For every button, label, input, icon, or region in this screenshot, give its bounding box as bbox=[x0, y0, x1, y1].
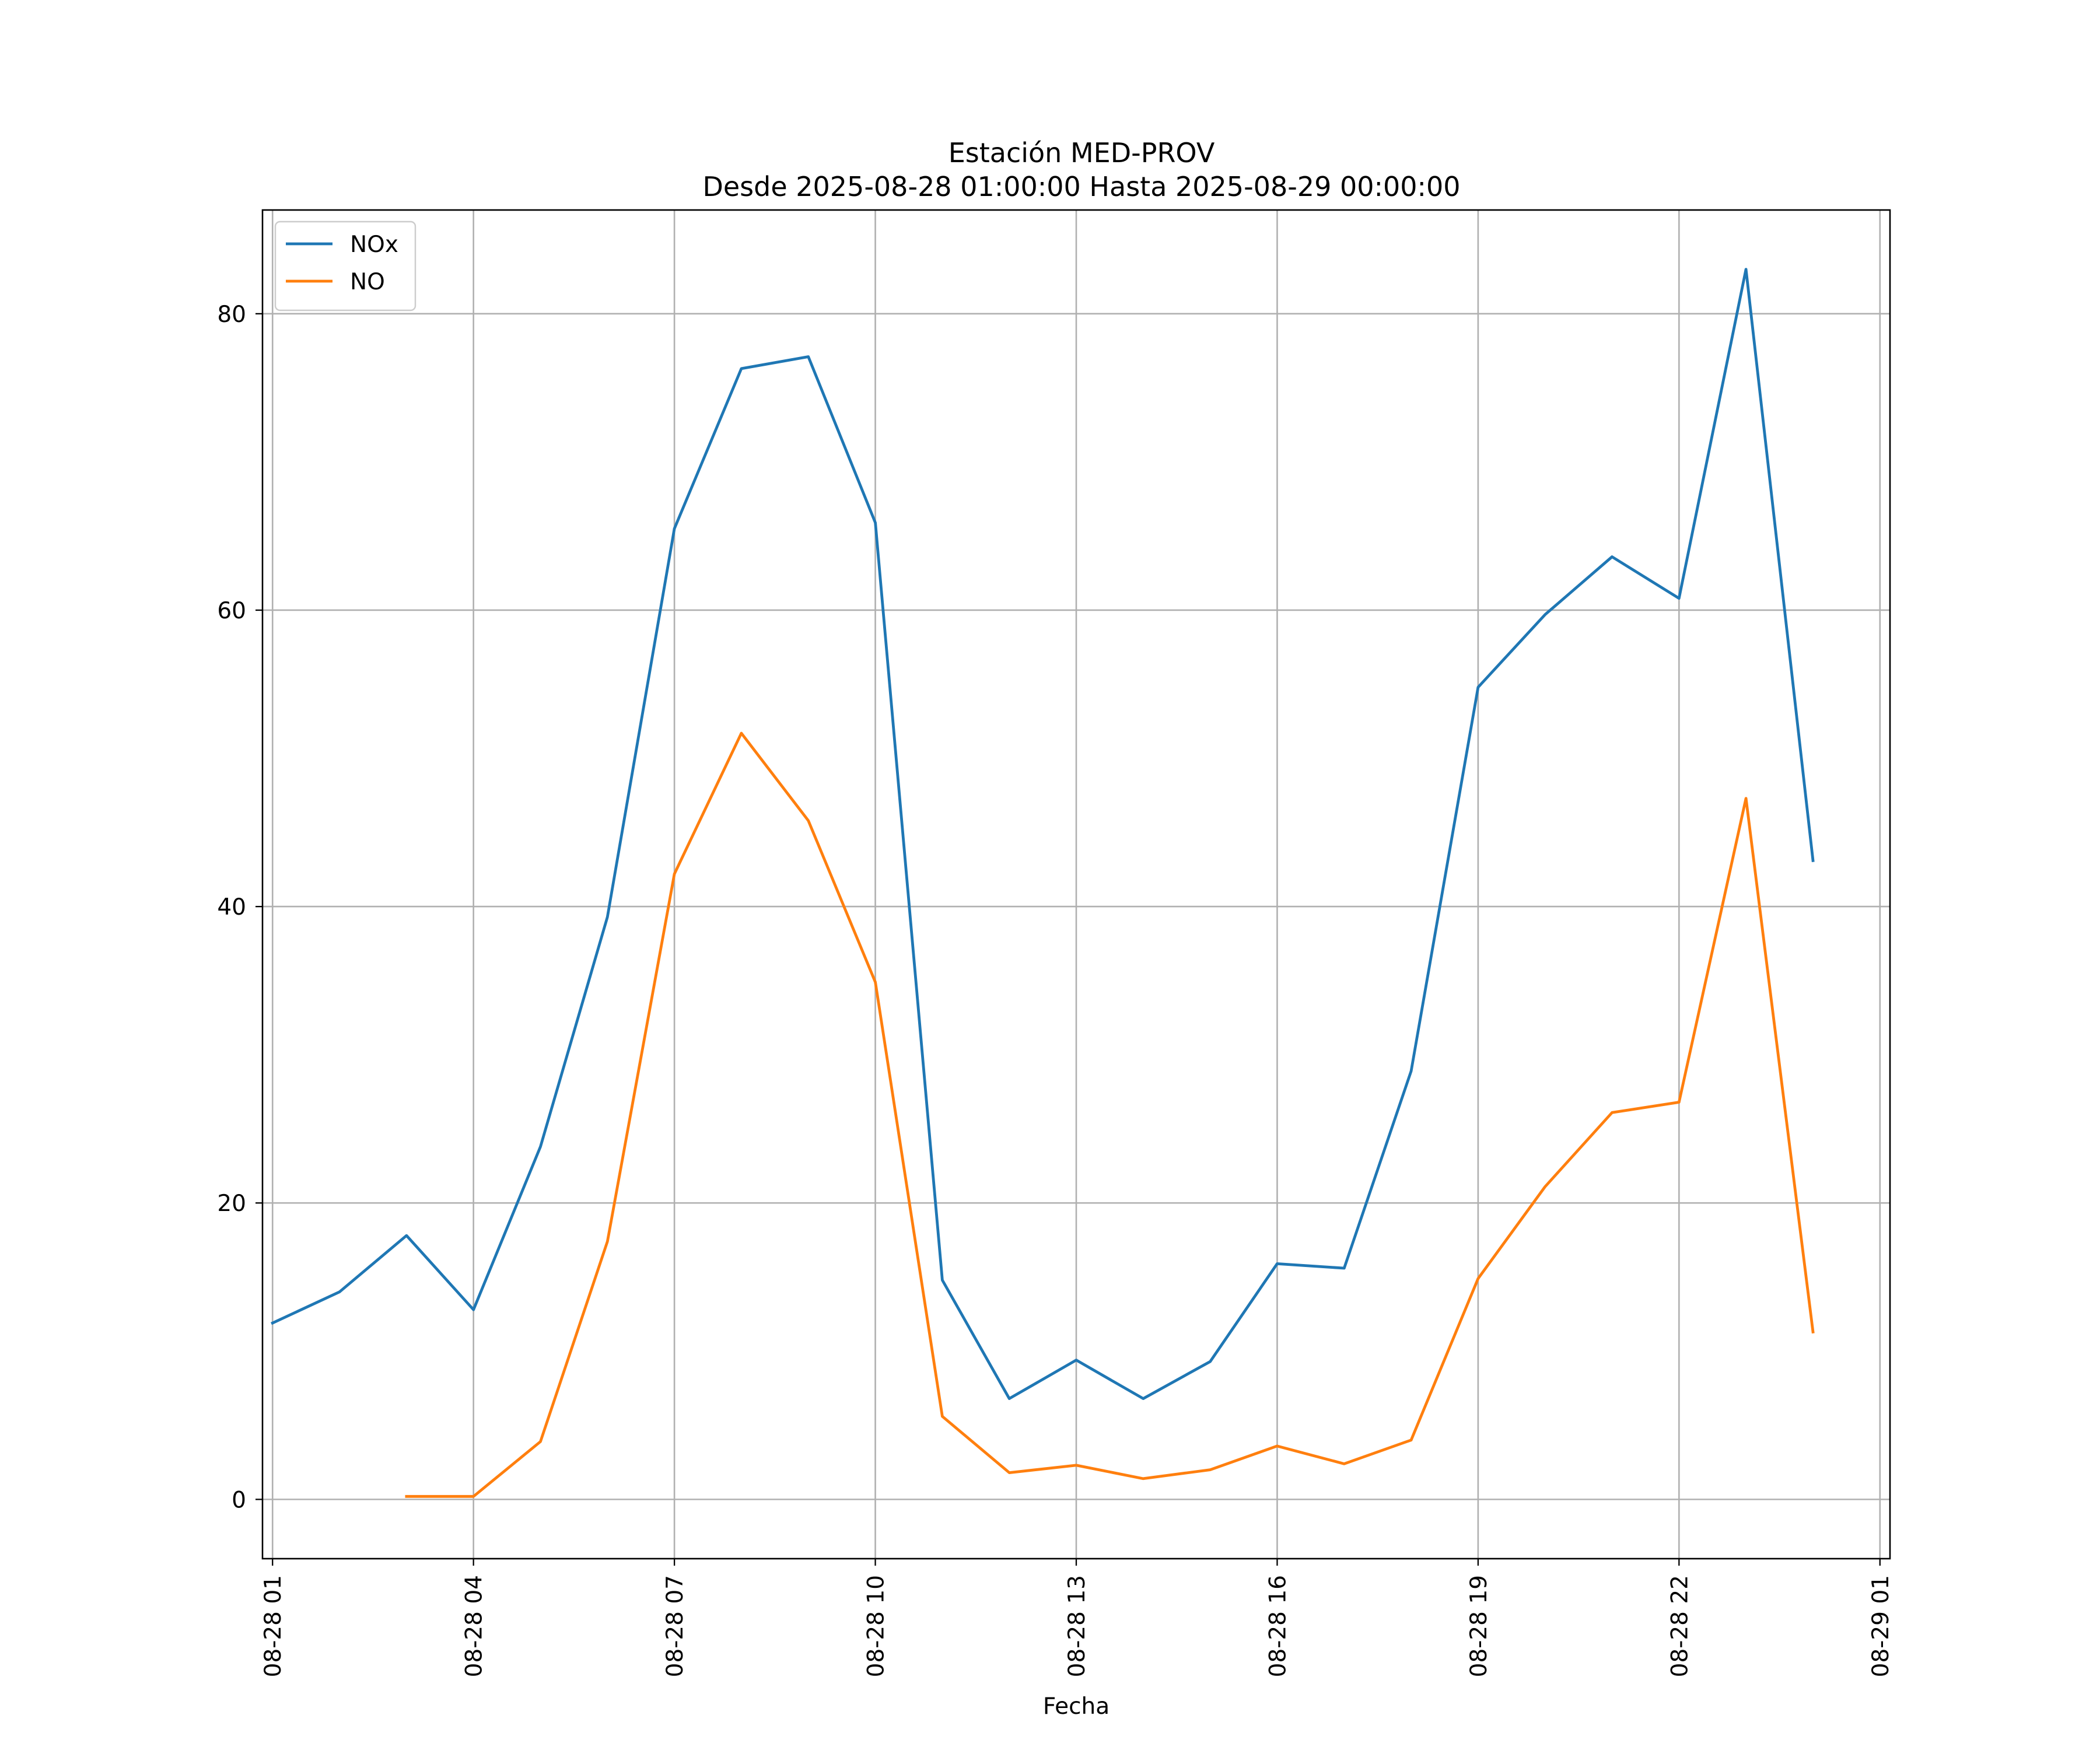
series-line-nox bbox=[271, 268, 1815, 1400]
legend-label-no: NO bbox=[350, 269, 385, 295]
y-tick-label: 80 bbox=[217, 302, 246, 328]
x-tick-label: 08-28 13 bbox=[1064, 1575, 1090, 1677]
y-tick-label: 20 bbox=[217, 1191, 246, 1217]
x-tick-label: 08-28 22 bbox=[1667, 1575, 1693, 1677]
chart-subtitle: Desde 2025-08-28 01:00:00 Hasta 2025-08-… bbox=[702, 171, 1460, 202]
x-tick-label: 08-28 19 bbox=[1466, 1575, 1492, 1677]
x-tick-label: 08-28 04 bbox=[461, 1575, 488, 1677]
x-axis-label: Fecha bbox=[1043, 1693, 1110, 1720]
grid bbox=[262, 210, 1890, 1559]
series-line-no bbox=[405, 732, 1815, 1498]
x-tick-label: 08-28 16 bbox=[1265, 1575, 1291, 1677]
y-tick-label: 40 bbox=[217, 894, 246, 921]
axis-ticks: 0 20 40 60 80 08-28 01 08-28 04 08-28 07 08-28 1… bbox=[217, 302, 1894, 1678]
legend: NOx NO bbox=[274, 220, 416, 312]
y-tick-label: 60 bbox=[217, 598, 246, 624]
chart-title: Estación MED-PROV bbox=[949, 137, 1215, 169]
x-tick-label: 08-28 10 bbox=[863, 1575, 890, 1677]
x-tick-label: 08-28 01 bbox=[260, 1575, 286, 1677]
x-tick-label: 08-29 01 bbox=[1868, 1575, 1894, 1677]
series-lines bbox=[271, 268, 1815, 1498]
x-tick-label: 08-28 07 bbox=[662, 1575, 688, 1677]
y-tick-label: 0 bbox=[232, 1487, 246, 1513]
legend-label-nox: NOx bbox=[350, 232, 398, 258]
